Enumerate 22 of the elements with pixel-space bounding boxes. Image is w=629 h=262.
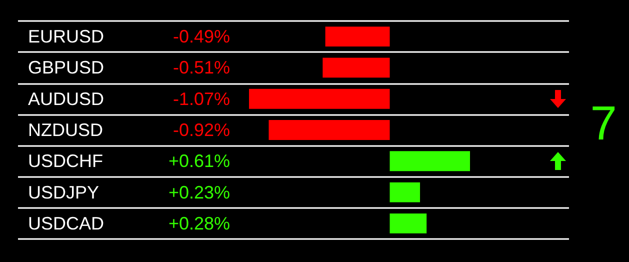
y-tick-label: AUDUSD xyxy=(28,88,104,109)
y-tick-label: USDJPY xyxy=(28,182,100,202)
y-tick-label: GBPUSD xyxy=(28,58,104,78)
data-label: -1.07% xyxy=(172,88,230,109)
data-label: +0.23% xyxy=(168,182,230,202)
bar xyxy=(390,151,470,172)
y-tick-label: USDCAD xyxy=(28,213,104,234)
bar xyxy=(325,26,390,47)
bar xyxy=(249,88,390,109)
data-label: +0.61% xyxy=(168,151,230,172)
data-label: -0.51% xyxy=(172,58,230,78)
data-label: +0.28% xyxy=(168,213,230,234)
y-tick-label: EURUSD xyxy=(28,26,104,47)
y-tick-label: USDCHF xyxy=(28,151,103,172)
text: 7 xyxy=(590,98,618,150)
data-label: -0.49% xyxy=(172,26,230,47)
bar xyxy=(390,213,427,234)
bar xyxy=(268,120,390,140)
bar xyxy=(322,58,390,78)
y-tick-label: NZDUSD xyxy=(28,120,103,140)
bar xyxy=(390,182,420,202)
data-label: -0.92% xyxy=(172,120,230,140)
